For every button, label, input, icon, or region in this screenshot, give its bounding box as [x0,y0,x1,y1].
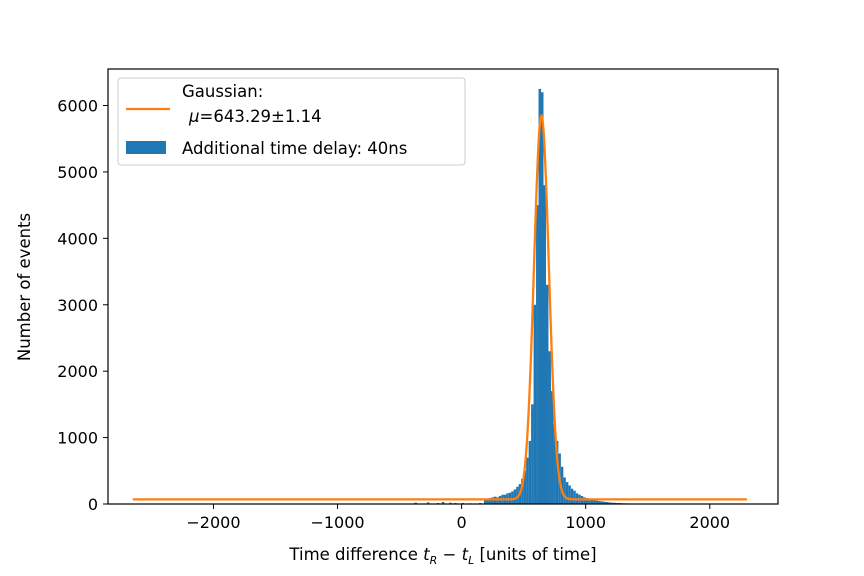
histogram-bar [523,470,527,504]
x-tick-label: −2000 [186,513,240,532]
histogram-bar [603,501,606,504]
legend: Gaussian: μ=643.29±1.14 Additional time … [117,77,466,166]
legend-fit-label-line1: Gaussian: [182,82,263,101]
legend-fit-label-line2: μ=643.29±1.14 [188,107,322,126]
histogram-bar [588,498,591,504]
y-tick-label: 2000 [57,362,98,381]
histogram-bar [516,486,519,504]
gaussian-fit-line [132,113,747,501]
histogram-bar [486,499,489,504]
x-tick-label: 0 [457,513,467,532]
histogram-bar [585,498,589,504]
histogram-bar [496,497,499,504]
histogram-bar [528,440,532,504]
legend-hist-label: Additional time delay: 40ns [182,139,407,158]
y-tick-label: 6000 [57,97,98,116]
histogram-bar [573,490,576,504]
histogram-bar [541,92,544,505]
x-tick-label: 1000 [565,513,606,532]
histogram-bar [565,482,569,504]
x-tick-label: 2000 [689,513,730,532]
legend-fit-mu-value: =643.29±1.14 [200,107,322,126]
histogram-bar [533,304,537,504]
histogram-bar [568,485,571,504]
y-tick-label: 0 [88,495,98,514]
histogram-bar [590,499,594,504]
histogram-bar [583,497,586,504]
histogram-bar [570,488,574,504]
plot-frame [107,68,779,505]
histogram-bar [491,497,494,504]
histogram-bar [449,502,452,504]
x-axis-label-suffix: [units of time] [474,545,596,564]
x-tick-label: −1000 [310,513,364,532]
histogram-bar [593,500,596,504]
histogram-bar [536,205,539,505]
histogram-bar [598,501,601,504]
histogram-bar [595,500,599,504]
histogram-bar [538,88,542,504]
x-axis-ticks: −2000 −1000 0 1000 2000 [186,504,730,532]
histogram-bar [550,391,554,504]
histogram-bar [414,502,417,504]
histogram-bar [511,491,514,504]
histogram-bar [513,489,517,504]
histogram-bar [555,440,559,504]
histogram-bar [605,502,609,504]
histogram-bar [563,477,566,504]
histogram-bar [610,502,613,504]
x-axis-label: Time difference tR − tL [units of time] [288,545,596,567]
y-tick-label: 4000 [57,229,98,248]
y-tick-label: 1000 [57,429,98,448]
histogram-bar [426,502,430,504]
y-tick-label: 3000 [57,296,98,315]
histogram-bar [543,185,546,504]
histogram-bar [560,466,564,504]
histogram-bar [488,498,492,504]
y-tick-label: 5000 [57,163,98,182]
histogram-bar [545,284,549,504]
y-axis-ticks: 0 1000 2000 3000 4000 5000 6000 [57,97,108,514]
histogram-bar [526,457,529,504]
x-axis-label-prefix: Time difference [288,545,423,564]
legend-box [117,77,466,166]
y-axis-label: Number of events [15,213,34,361]
histogram-bar [553,424,556,504]
histogram-bar [441,502,445,504]
histogram-bar [600,501,604,504]
histogram-bar [548,351,551,504]
histogram-bar [608,502,611,504]
legend-hist-swatch [126,141,166,154]
histogram-bar [483,498,487,504]
histogram-bar [531,404,534,504]
histogram-bar [521,478,524,504]
histogram-bar [612,502,616,504]
